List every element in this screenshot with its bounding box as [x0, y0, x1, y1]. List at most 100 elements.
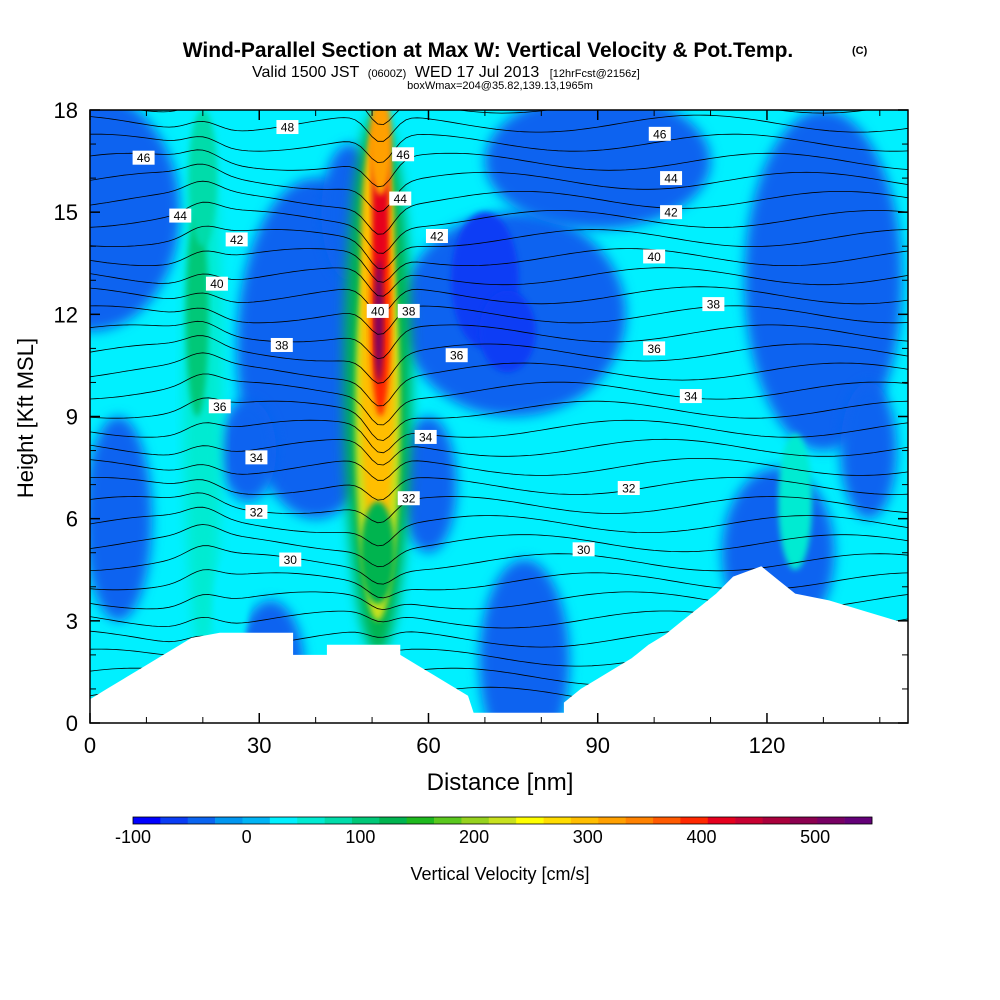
- y-tick-label: 6: [66, 507, 78, 532]
- contour-label-text: 42: [230, 233, 244, 247]
- colorbar-swatch: [653, 817, 681, 824]
- contour-label: 38: [270, 337, 293, 352]
- contour-label: 42: [225, 232, 248, 247]
- colorbar-swatch: [707, 817, 736, 824]
- contour-label: 34: [679, 389, 702, 404]
- contour-label: 32: [617, 481, 640, 496]
- valid-date: WED 17 Jul 2013: [415, 64, 540, 81]
- theta-contour-line: [90, 458, 908, 481]
- contour-label-text: 30: [577, 543, 591, 557]
- x-tick-label: 90: [585, 733, 609, 758]
- theta-contour-line: [90, 163, 908, 213]
- velocity-region: [188, 110, 217, 247]
- chart-title: Wind-Parallel Section at Max W: Vertical…: [183, 39, 794, 62]
- colorbar: -100 0 100 200 300 400 500: [115, 816, 873, 847]
- colorbar-tick-label: 200: [459, 827, 489, 847]
- velocity-region: [840, 382, 897, 519]
- colorbar-swatch: [187, 817, 216, 824]
- contour-label: 34: [245, 450, 268, 465]
- colorbar-swatch: [434, 817, 462, 824]
- colorbar-swatch: [817, 817, 845, 824]
- valid-prefix: Valid 1500 JST: [252, 64, 360, 81]
- colorbar-swatch: [215, 817, 243, 824]
- colorbar-swatch: [543, 817, 572, 824]
- contour-label: 38: [397, 303, 420, 318]
- box-wmax-line: boxWmax=204@35.82,139.13,1965m: [407, 80, 593, 92]
- terrain-mask: [90, 566, 908, 723]
- y-axis-label: Height [Kft MSL]: [13, 338, 38, 498]
- colorbar-swatch: [324, 817, 353, 824]
- plot-area: 48 46 44 42 40 38 36 34 32 30 46 44 42 40 38 36 34 32 30 32…: [90, 110, 908, 723]
- theta-contour-line: [137, 110, 870, 126]
- contour-label: 46: [648, 126, 671, 141]
- contour-label-text: 38: [275, 338, 289, 352]
- colorbar-swatch: [516, 817, 544, 824]
- colorbar-swatch: [406, 817, 435, 824]
- colorbar-swatch: [242, 817, 271, 824]
- y-tick-label: 0: [66, 711, 78, 736]
- contour-label-text: 48: [281, 121, 295, 135]
- contour-label: 30: [572, 542, 595, 557]
- colorbar-tick-label: 300: [573, 827, 603, 847]
- contour-label-text: 44: [664, 172, 678, 186]
- x-tick-label: 30: [247, 733, 271, 758]
- theta-contour-line: [90, 419, 908, 454]
- theta-contour-line: [90, 149, 908, 188]
- contour-label-text: 40: [371, 304, 385, 318]
- theta-contour-line: [90, 305, 908, 335]
- velocity-region: [744, 110, 903, 451]
- contour-label: 44: [169, 208, 192, 223]
- theta-contour-line: [90, 506, 908, 547]
- valid-line: Valid 1500 JST (0600Z) WED 17 Jul 2013 […: [252, 64, 640, 81]
- contour-label: 40: [205, 276, 228, 291]
- theta-contour-line: [90, 133, 908, 164]
- contour-label-text: 40: [647, 250, 661, 264]
- contour-label-text: 40: [210, 277, 224, 291]
- theta-contour-line: [90, 225, 908, 270]
- contour-label: 34: [414, 429, 437, 444]
- contour-label: 36: [643, 341, 666, 356]
- velocity-region: [185, 212, 209, 417]
- contour-label-text: 34: [419, 430, 433, 444]
- colorbar-tick-label: 0: [242, 827, 252, 847]
- title-mark: (C): [852, 45, 868, 57]
- colorbar-swatch: [379, 817, 408, 824]
- colorbar-swatch: [625, 817, 654, 824]
- velocity-region: [778, 433, 813, 570]
- y-tick-label: 15: [54, 200, 78, 225]
- contour-label-text: 42: [430, 230, 444, 244]
- contour-label: 30: [279, 552, 302, 567]
- colorbar-tick-label: 500: [800, 827, 830, 847]
- contour-label-text: 32: [622, 482, 636, 496]
- contour-label: 44: [389, 191, 412, 206]
- velocity-region: [479, 290, 536, 373]
- contour-label-text: 36: [213, 400, 227, 414]
- theta-contour-line: [90, 352, 908, 407]
- colorbar-swatch: [351, 817, 380, 824]
- contour-label: 44: [660, 171, 683, 186]
- contour-label-text: 46: [396, 148, 410, 162]
- valid-utc: (0600Z): [368, 68, 407, 80]
- velocity-region: [214, 552, 248, 655]
- theta-contour-line: [90, 320, 908, 360]
- contour-label-text: 36: [647, 342, 661, 356]
- valid-fcst: [12hrFcst@2156z]: [550, 68, 640, 80]
- theta-contour-line: [90, 373, 908, 426]
- colorbar-swatch: [789, 817, 818, 824]
- contour-label-text: 38: [707, 298, 721, 312]
- theta-contour-line: [90, 286, 908, 314]
- x-tick-label: 120: [749, 733, 786, 758]
- colorbar-swatch: [297, 817, 325, 824]
- velocity-region: [369, 110, 392, 196]
- contour-label: 40: [643, 249, 666, 264]
- contour-label-text: 32: [250, 505, 264, 519]
- theta-contour-line: [90, 524, 908, 568]
- y-tick-label: 12: [54, 302, 78, 327]
- colorbar-swatch: [133, 817, 161, 824]
- colorbar-swatch: [461, 817, 490, 824]
- colorbar-swatch: [762, 817, 791, 824]
- colorbar-swatch: [160, 817, 189, 824]
- contour-label-text: 34: [684, 390, 698, 404]
- theta-contour-line: [90, 438, 908, 466]
